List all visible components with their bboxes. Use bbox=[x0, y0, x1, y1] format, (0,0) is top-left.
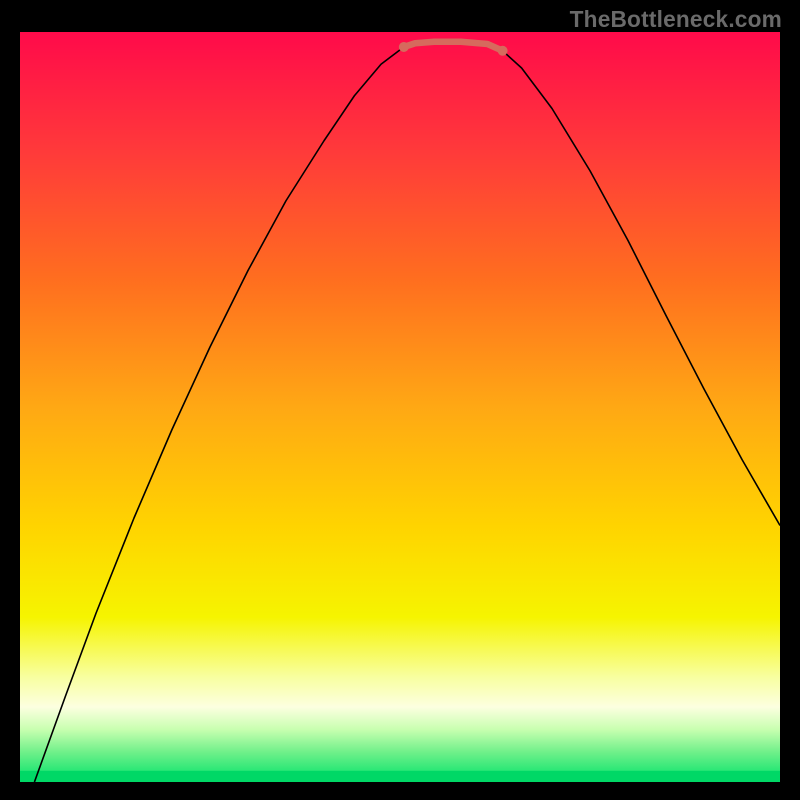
chart-frame: TheBottleneck.com bbox=[0, 0, 800, 800]
watermark-text: TheBottleneck.com bbox=[570, 6, 782, 33]
accent-endpoint-dot bbox=[498, 46, 508, 56]
plot-area bbox=[20, 32, 780, 782]
plot-svg bbox=[20, 32, 780, 782]
green-base-band bbox=[20, 771, 780, 782]
accent-endpoint-dot bbox=[399, 42, 409, 52]
gradient-background bbox=[20, 32, 780, 782]
